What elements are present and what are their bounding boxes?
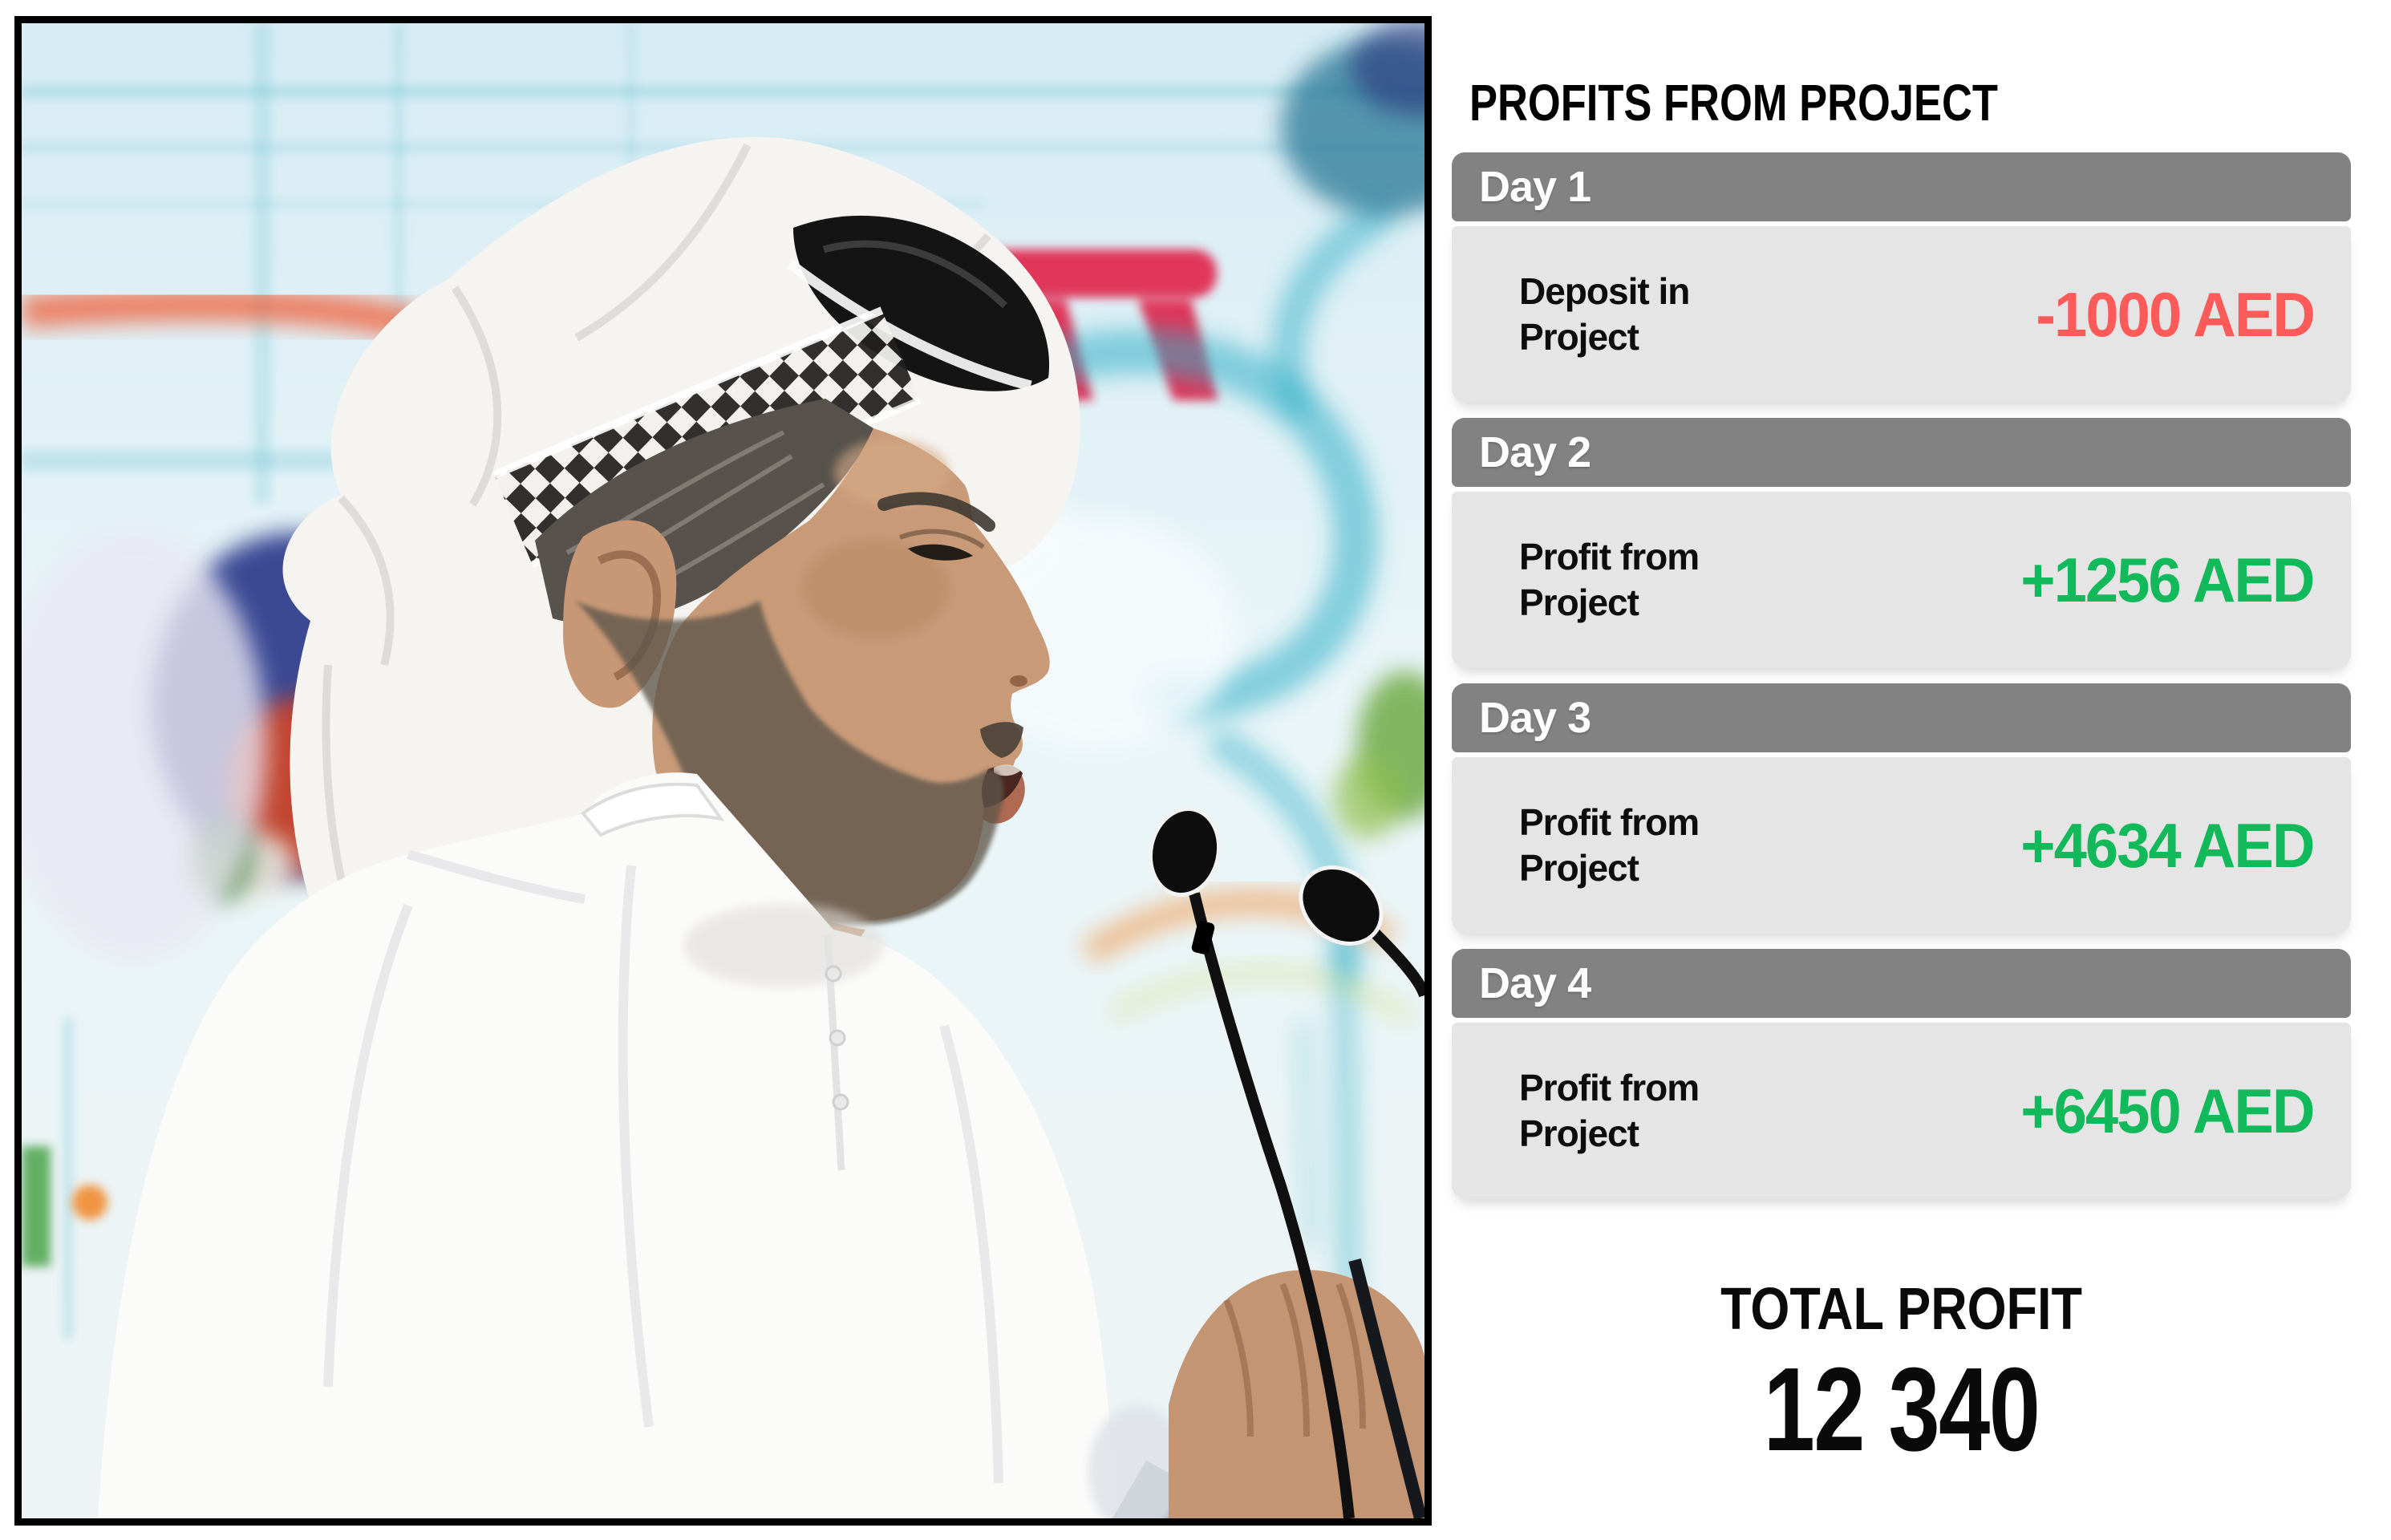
panel-title: PROFITS FROM PROJECT — [1469, 74, 1998, 132]
microphone-icon — [1148, 806, 1222, 898]
row-label: Profit from Project — [1519, 1066, 1700, 1154]
total-section: TOTAL PROFIT 12 340 — [1452, 1275, 2351, 1476]
day-card: Day 3 Profit from Project +4634 AED — [1452, 683, 2351, 934]
speaker-photo — [22, 23, 1424, 1518]
row-label: Profit from Project — [1519, 535, 1700, 623]
day-card-body: Profit from Project +4634 AED — [1452, 757, 2351, 934]
photo-frame — [14, 16, 1432, 1526]
row-value: -1000 AED — [2036, 278, 2316, 350]
day-card-header: Day 2 — [1452, 418, 2351, 487]
microphone-icon — [1299, 865, 1384, 946]
profits-panel: PROFITS FROM PROJECT Day 1 Deposit in Pr… — [1452, 77, 2351, 1199]
microphones — [1148, 806, 1424, 1518]
speaker-figure — [98, 136, 1114, 1518]
day-card-header: Day 4 — [1452, 949, 2351, 1018]
day-card: Day 4 Profit from Project +6450 AED — [1452, 949, 2351, 1199]
day-card-header: Day 1 — [1452, 152, 2351, 221]
day-card-body: Deposit in Project -1000 AED — [1452, 226, 2351, 403]
row-value: +6450 AED — [2020, 1075, 2316, 1146]
day-card: Day 2 Profit from Project +1256 AED — [1452, 418, 2351, 668]
day-label: Day 2 — [1479, 428, 1591, 476]
total-value: 12 340 — [1763, 1343, 2040, 1476]
day-card-body: Profit from Project +6450 AED — [1452, 1023, 2351, 1199]
day-card-body: Profit from Project +1256 AED — [1452, 492, 2351, 668]
day-label: Day 4 — [1479, 959, 1591, 1007]
day-label: Day 1 — [1479, 163, 1591, 211]
row-value: +1256 AED — [2020, 544, 2316, 615]
day-label: Day 3 — [1479, 694, 1591, 742]
row-label: Deposit in Project — [1519, 270, 1690, 358]
day-card: Day 1 Deposit in Project -1000 AED — [1452, 152, 2351, 403]
row-label: Profit from Project — [1519, 800, 1700, 889]
row-value: +4634 AED — [2020, 809, 2316, 881]
day-card-header: Day 3 — [1452, 683, 2351, 752]
total-label: TOTAL PROFIT — [1720, 1275, 2082, 1342]
hand — [1088, 1270, 1424, 1518]
